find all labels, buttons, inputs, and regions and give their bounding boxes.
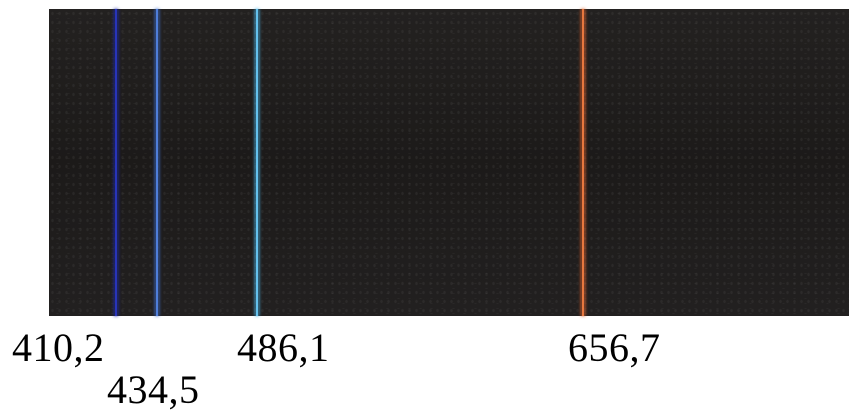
wavelength-label-486: 486,1	[237, 325, 330, 370]
spectrum-image	[49, 9, 849, 316]
wavelength-label-656: 656,7	[568, 325, 661, 370]
wavelength-label-410: 410,2	[12, 325, 105, 370]
spectral-line-656	[581, 9, 585, 316]
spectral-line-486	[255, 9, 259, 316]
wavelength-label-434: 434,5	[107, 367, 200, 412]
spectral-line-410	[114, 9, 118, 316]
spectral-line-434	[155, 9, 159, 316]
